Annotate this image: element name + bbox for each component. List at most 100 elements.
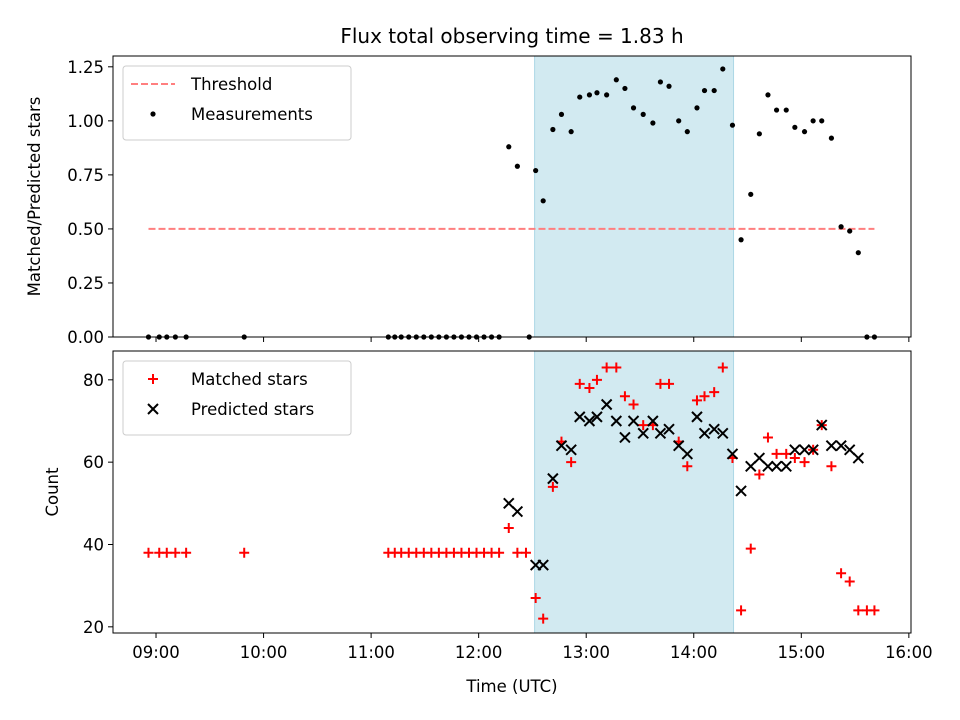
data-point [720, 66, 726, 72]
data-point [591, 374, 602, 385]
data-point [789, 453, 800, 464]
data-point [663, 423, 675, 435]
x-tick-label: 09:00 [132, 643, 180, 662]
data-point [547, 481, 558, 492]
data-point [622, 85, 628, 92]
data-point [511, 505, 524, 518]
data-point [736, 605, 747, 616]
legend: Matched stars Predicted stars [122, 360, 352, 436]
data-point [574, 411, 586, 423]
data-point [853, 605, 864, 616]
data-point [789, 444, 801, 456]
y-tick-label: 80 [83, 371, 104, 390]
shaded-span [534, 55, 735, 338]
data-point [540, 198, 546, 204]
data-point [664, 378, 675, 389]
data-point [753, 452, 766, 464]
data-point [852, 452, 865, 464]
y-tick-label: 0.75 [67, 166, 104, 185]
data-point [780, 460, 792, 472]
data-point [555, 439, 568, 452]
shaded-span [534, 350, 735, 634]
y-tick-label: 1.25 [67, 58, 104, 77]
data-point [717, 362, 728, 373]
data-point [709, 387, 720, 398]
y-tick-label: 60 [83, 453, 104, 472]
y-tick-label: 1.00 [67, 112, 104, 131]
data-point [681, 448, 694, 460]
x-tick-label: 10:00 [240, 643, 288, 662]
data-point [816, 419, 828, 431]
data-point [600, 398, 613, 411]
legend-box [122, 65, 352, 141]
y-tick-label: 20 [83, 618, 104, 637]
data-point [711, 87, 717, 94]
y-tick-label: 40 [83, 535, 104, 554]
series-matched-stars [143, 362, 880, 624]
data-point [828, 135, 835, 141]
data-point [628, 399, 639, 410]
data-point [537, 559, 549, 571]
x-tick-label: 13:00 [562, 643, 610, 662]
data-point [627, 415, 640, 427]
data-point [826, 461, 837, 472]
x-axis-label: Time (UTC) [465, 677, 557, 696]
data-point [583, 415, 596, 427]
data-point [682, 461, 693, 472]
data-point [613, 77, 619, 83]
data-point [748, 191, 754, 197]
data-point [638, 420, 649, 431]
data-point [807, 444, 819, 456]
data-point [655, 378, 666, 389]
y-tick-label: 0.50 [67, 220, 104, 239]
data-point [547, 472, 559, 485]
legend: Threshold Measurements [122, 65, 352, 141]
data-point [610, 415, 623, 427]
chart-title: Flux total observing time = 1.83 h [340, 24, 683, 48]
data-point [577, 94, 583, 100]
data-point [773, 107, 780, 113]
data-point [494, 547, 505, 558]
data-point [181, 547, 192, 558]
series-predicted-stars [503, 398, 865, 571]
data-point [503, 523, 514, 534]
data-point [691, 395, 702, 406]
data-point [550, 126, 556, 133]
data-point [650, 120, 656, 126]
legend-box [122, 360, 352, 436]
data-point [836, 568, 847, 579]
x-tick-label: 11:00 [347, 643, 395, 662]
data-point [647, 415, 659, 427]
data-point [762, 432, 773, 443]
data-point [762, 460, 774, 472]
data-point [799, 457, 810, 468]
data-point [586, 92, 593, 98]
data-point [745, 460, 757, 472]
data-point [691, 411, 703, 423]
legend-label: Predicted stars [191, 400, 314, 419]
data-point [756, 131, 762, 137]
y-axis-label: Count [43, 467, 62, 517]
data-point [825, 439, 838, 452]
data-point [143, 547, 154, 558]
data-point [594, 90, 600, 96]
data-point [801, 129, 808, 135]
data-point [533, 167, 539, 174]
x-tick-label: 15:00 [778, 643, 826, 662]
data-point [869, 605, 880, 616]
data-point [745, 543, 756, 554]
data-point [835, 439, 847, 452]
series-measurements [145, 66, 878, 340]
data-point [765, 92, 771, 98]
data-point [170, 547, 181, 558]
data-point [729, 122, 736, 128]
data-point [630, 105, 637, 111]
legend-label: Measurements [191, 105, 313, 124]
data-point [783, 107, 789, 113]
data-point [726, 448, 739, 460]
data-point [672, 439, 685, 452]
data-point [838, 224, 844, 230]
data-point [847, 228, 853, 234]
data-point [503, 497, 515, 510]
legend-label: Matched stars [191, 370, 308, 389]
